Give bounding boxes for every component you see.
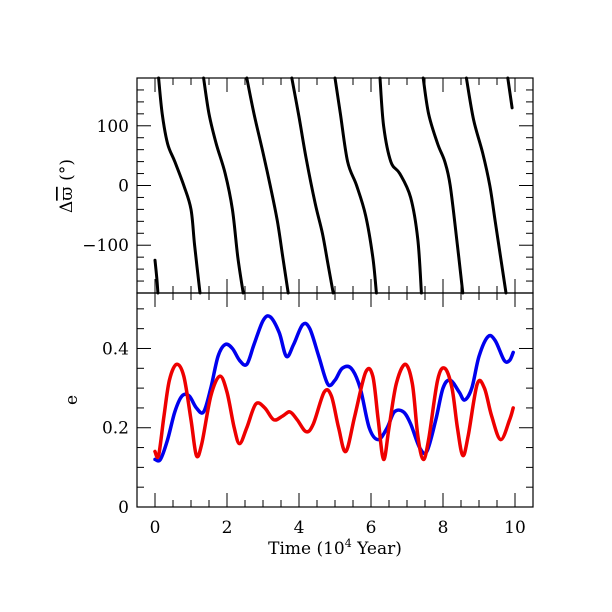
x-axis-title: Time (104 Year) (268, 537, 402, 559)
bottom-y-tick-label: 0.2 (102, 419, 129, 439)
bottom-y-tick-labels: 0 0.2 0.4 (102, 339, 129, 518)
bottom-y-axis-title: e (62, 395, 82, 405)
x-tick-label: 8 (438, 518, 449, 538)
top-y-tick-labels: −100 0 100 (82, 117, 129, 256)
xlabel-sup: 4 (345, 537, 352, 550)
bottom-x-tick-labels: 0 2 4 6 8 10 (150, 518, 526, 538)
delta-varpi-segment-6 (333, 76, 378, 295)
top-plot-series (153, 76, 514, 295)
x-tick-label: 10 (504, 518, 526, 538)
bottom-plot-series (153, 314, 515, 463)
bottom-plot-frame (136, 292, 534, 508)
delta-varpi-segment-3 (202, 76, 245, 295)
x-tick-label: 4 (294, 518, 305, 538)
top-y-tick-label: 0 (118, 177, 129, 197)
delta-varpi-segment-2 (157, 76, 202, 295)
delta-varpi-segment-5 (290, 76, 335, 295)
delta-varpi-segment-10 (506, 76, 514, 110)
x-tick-label: 2 (222, 518, 233, 538)
bottom-panel-eccentricity: 0 0.2 0.4 0 2 4 6 8 10 e Time (104 Year) (62, 292, 534, 559)
top-y-axis-title: Δϖ (°) (57, 159, 77, 213)
ylabel-delta: Δ (57, 201, 77, 213)
top-panel-longitude-difference: −100 0 100 Δϖ (°) (57, 76, 534, 295)
delta-varpi-segment-7 (378, 76, 423, 295)
ylabel-varpi: ϖ (57, 187, 77, 201)
delta-varpi-segment-1 (153, 258, 160, 295)
bottom-y-tick-label: 0.4 (102, 339, 129, 359)
delta-varpi-segment-9 (464, 76, 508, 295)
eccentricity-blue-line (153, 314, 515, 463)
top-y-tick-label: 100 (97, 117, 129, 137)
x-tick-label: 0 (150, 518, 161, 538)
top-tick-marks (137, 77, 533, 294)
top-y-tick-label: −100 (82, 236, 129, 256)
delta-varpi-segment-8 (421, 76, 465, 295)
xlabel-pre: Time (10 (268, 539, 345, 559)
xlabel-post: Year) (352, 539, 402, 559)
ylabel-unit: (°) (57, 159, 77, 181)
x-tick-label: 6 (366, 518, 377, 538)
eccentricity-red-line (153, 362, 515, 462)
bottom-y-tick-label: 0 (118, 498, 129, 518)
delta-varpi-segment-4 (245, 76, 290, 295)
